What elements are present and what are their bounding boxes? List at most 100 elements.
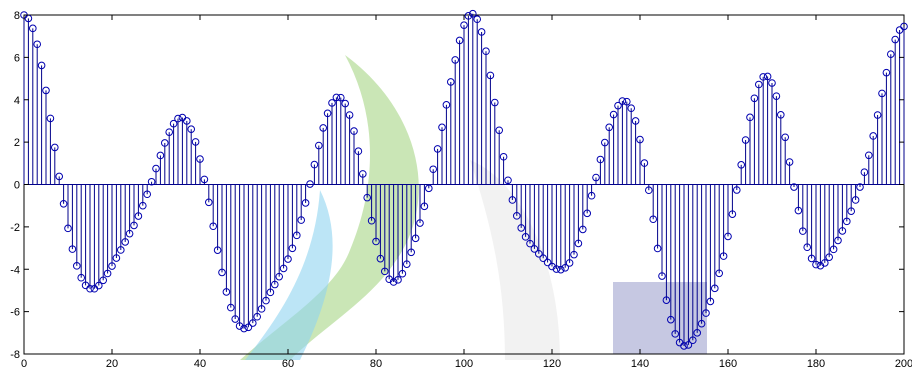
stem-marker (249, 319, 257, 327)
stem-marker (77, 273, 85, 282)
stem-marker (95, 281, 103, 290)
stem-marker (834, 236, 842, 245)
stem-marker (293, 231, 301, 240)
stem-marker (187, 125, 195, 134)
x-tick-label: 80 (370, 358, 382, 370)
stem-marker (37, 61, 46, 70)
stem-marker (73, 262, 81, 270)
markers (20, 9, 908, 350)
stem-marker (887, 50, 895, 58)
stem-marker (51, 143, 59, 152)
x-tick-label: 0 (21, 358, 27, 370)
x-tick-label: 200 (895, 358, 912, 370)
stem-marker (799, 227, 807, 235)
stem-marker (869, 132, 878, 140)
stem-marker (473, 15, 482, 24)
stem-marker (363, 193, 372, 202)
stem-marker (491, 98, 499, 107)
stem-marker (319, 124, 328, 132)
stem-marker (689, 336, 697, 345)
stem-marker (297, 216, 306, 224)
stem-marker (680, 342, 688, 350)
watermark-navy-block (613, 282, 707, 354)
stem-marker (658, 272, 666, 280)
stem-marker (367, 216, 376, 225)
stem-marker (372, 237, 380, 246)
stem-marker (486, 71, 495, 80)
stem-marker (288, 244, 297, 253)
stem-marker (856, 183, 864, 191)
stem-marker (315, 141, 323, 150)
stem-marker (191, 138, 200, 146)
stem-marker (464, 12, 473, 20)
stem-marker (772, 92, 781, 100)
stem-marker (227, 303, 235, 312)
x-tick-label: 180 (807, 358, 825, 370)
stem-marker (46, 114, 55, 123)
stem-marker (275, 272, 284, 281)
stem-marker (416, 219, 424, 227)
stem-marker (196, 155, 204, 163)
x-tick-label: 140 (631, 358, 649, 370)
stem-marker (411, 234, 420, 243)
stem-marker (469, 9, 477, 18)
stem-marker (521, 233, 530, 241)
y-tick-label: -8 (10, 349, 20, 361)
stem-marker (310, 160, 319, 169)
x-tick-label: 20 (106, 358, 118, 370)
stem-marker (420, 202, 429, 211)
stem-marker (68, 245, 77, 253)
stem-marker (337, 93, 345, 102)
stem-marker (882, 68, 891, 77)
stem-marker (750, 94, 759, 103)
stem-marker (618, 97, 627, 105)
stem-marker (653, 244, 662, 253)
stem-marker (640, 159, 649, 167)
stem-marker (447, 78, 455, 86)
stem-marker (777, 110, 785, 119)
stem-marker (847, 207, 856, 215)
stem-marker (706, 297, 715, 306)
stem-marker (667, 315, 675, 324)
stem-marker (627, 104, 636, 113)
stem-marker (222, 288, 231, 296)
stem-marker (609, 110, 618, 119)
x-tick-label: 100 (455, 358, 473, 370)
stem-marker (671, 330, 680, 338)
stem-marker (693, 329, 702, 337)
stem-marker (565, 259, 574, 267)
x-tick-label: 120 (543, 358, 561, 370)
stem-marker (812, 260, 820, 269)
stem-marker (574, 239, 583, 248)
y-tick-label: 0 (14, 180, 20, 192)
stem-marker (557, 265, 565, 274)
stem-marker (403, 260, 411, 268)
stem-marker (433, 145, 442, 153)
stem-marker (741, 136, 750, 144)
stem-marker (29, 24, 37, 33)
stem-marker (354, 147, 363, 156)
stem-marker (579, 225, 587, 234)
stem-marker (596, 155, 605, 164)
stem-marker (143, 190, 151, 199)
stem-marker (389, 278, 398, 286)
x-tick-label: 60 (282, 358, 294, 370)
stem-marker (587, 191, 596, 200)
stem-marker (359, 170, 367, 178)
stem-marker (350, 127, 358, 135)
stem-marker (425, 184, 433, 193)
stem-marker (785, 158, 794, 166)
stem-marker (900, 22, 908, 31)
stem-marker (636, 135, 644, 144)
stem-marker (623, 97, 631, 106)
stem-marker (728, 210, 737, 218)
stem-marker (55, 172, 64, 181)
stem-marker (829, 245, 838, 254)
stem-marker (873, 111, 882, 119)
y-tick-label: 6 (14, 52, 20, 64)
stem-marker (279, 264, 288, 273)
stem-marker (134, 212, 143, 220)
stem-marker (64, 224, 72, 233)
stem-marker (438, 123, 446, 132)
stem-marker (662, 296, 671, 304)
